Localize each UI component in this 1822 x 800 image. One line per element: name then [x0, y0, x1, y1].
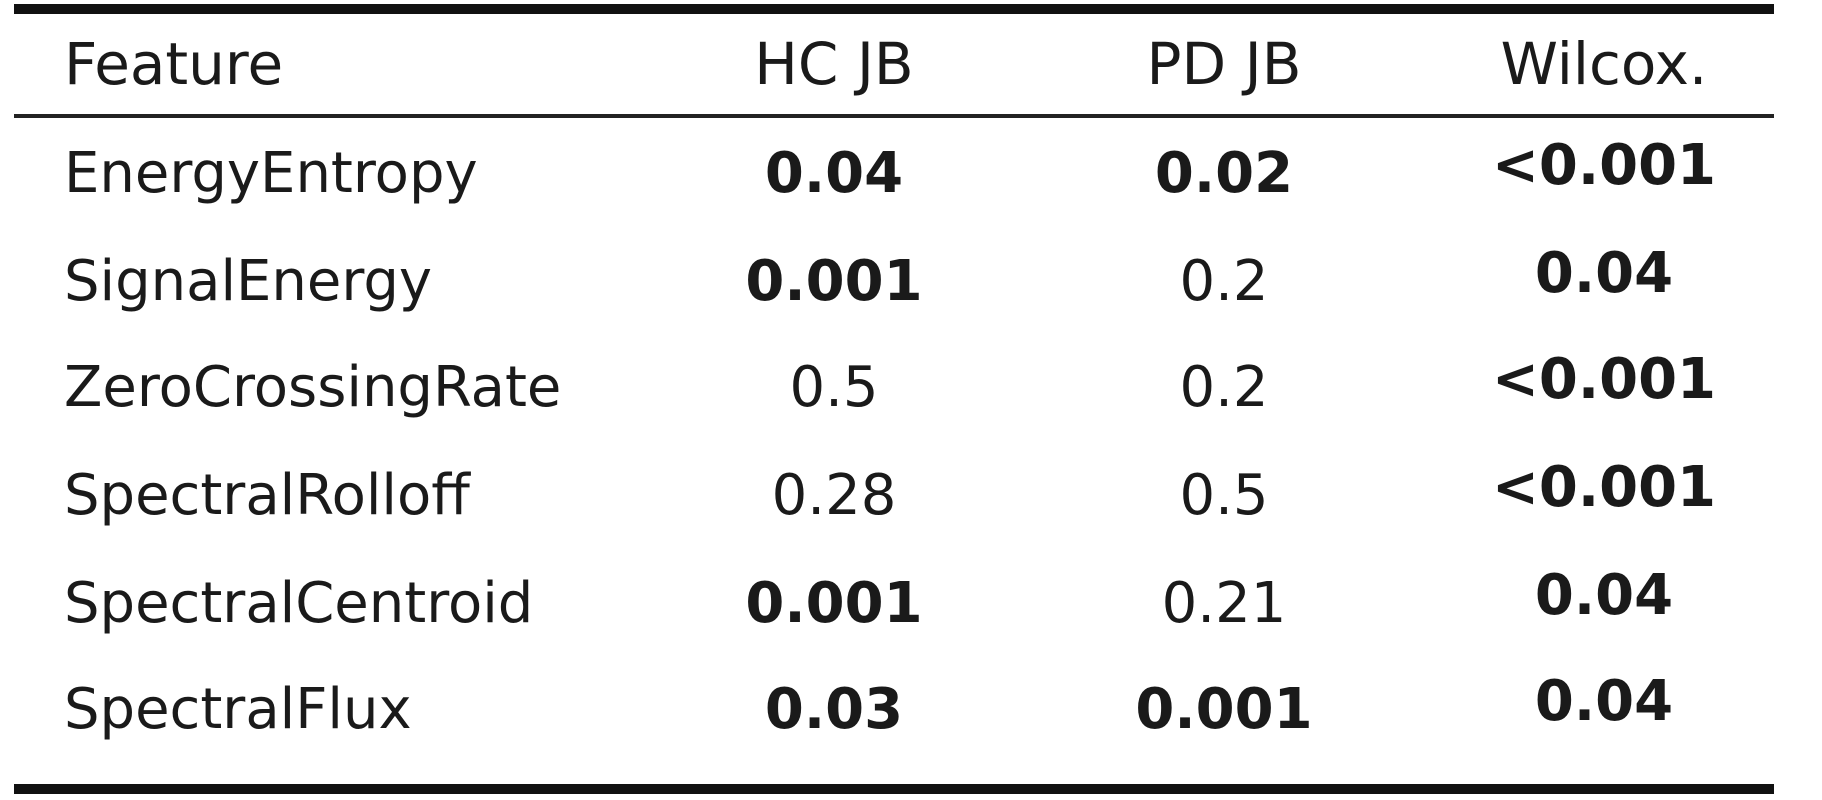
table-row: SpectralFlux 0.03 0.001 0.04	[14, 660, 1774, 760]
header-feature: Feature	[64, 30, 284, 98]
wilcox-cell: 0.04	[1534, 241, 1674, 306]
table-top-rule	[14, 4, 1774, 14]
table-row: ZeroCrossingRate 0.5 0.2 <0.001	[14, 338, 1774, 438]
feature-cell: EnergyEntropy	[64, 141, 478, 206]
wilcox-cell: <0.001	[1491, 347, 1717, 412]
hc-jb-cell: 0.04	[764, 141, 904, 206]
wilcox-cell: 0.04	[1534, 669, 1674, 734]
table-row: SpectralRolloff 0.28 0.5 <0.001	[14, 446, 1774, 546]
table-bottom-rule	[14, 784, 1774, 794]
hc-jb-cell: 0.001	[745, 571, 923, 636]
wilcox-cell: <0.001	[1491, 455, 1717, 520]
feature-cell: SignalEnergy	[64, 249, 433, 314]
feature-cell: SpectralRolloff	[64, 463, 470, 528]
hc-jb-cell: 0.001	[745, 249, 923, 314]
feature-cell: SpectralFlux	[64, 677, 412, 742]
pd-jb-cell: 0.2	[1179, 355, 1269, 420]
table-row: EnergyEntropy 0.04 0.02 <0.001	[14, 124, 1774, 224]
table-header-rule	[14, 114, 1774, 118]
feature-cell: SpectralCentroid	[64, 571, 534, 636]
table-header-row: Feature HC JB PD JB Wilcox.	[14, 14, 1774, 114]
pd-jb-cell: 0.2	[1179, 249, 1269, 314]
header-wilcox: Wilcox.	[1500, 30, 1708, 98]
pd-jb-cell: 0.001	[1135, 677, 1313, 742]
table-row: SpectralCentroid 0.001 0.21 0.04	[14, 554, 1774, 654]
pd-jb-cell: 0.21	[1161, 571, 1287, 636]
header-hc-jb: HC JB	[754, 30, 914, 98]
header-pd-jb: PD JB	[1146, 30, 1302, 98]
pd-jb-cell: 0.02	[1154, 141, 1294, 206]
hc-jb-cell: 0.28	[771, 463, 897, 528]
results-table: Feature HC JB PD JB Wilcox. EnergyEntrop…	[14, 0, 1774, 800]
hc-jb-cell: 0.03	[764, 677, 904, 742]
wilcox-cell: <0.001	[1491, 133, 1717, 198]
wilcox-cell: 0.04	[1534, 563, 1674, 628]
feature-cell: ZeroCrossingRate	[64, 355, 562, 420]
table-row: SignalEnergy 0.001 0.2 0.04	[14, 232, 1774, 332]
pd-jb-cell: 0.5	[1179, 463, 1269, 528]
hc-jb-cell: 0.5	[789, 355, 879, 420]
